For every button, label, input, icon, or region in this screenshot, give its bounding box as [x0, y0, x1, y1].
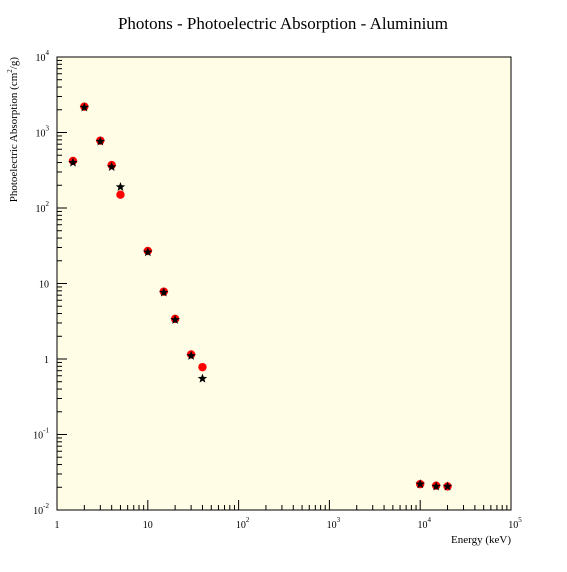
y-tick-label: 104 — [36, 49, 50, 64]
x-axis-label: Energy (keV) — [451, 534, 511, 546]
x-tick-label: 10 — [143, 520, 153, 531]
data-point-star — [115, 181, 126, 191]
x-tick-label: 105 — [508, 516, 522, 531]
data-marks — [68, 102, 453, 491]
x-tick-label: 102 — [236, 516, 250, 531]
y-axis-label: Photoelectric Absorption (cm2/g) — [6, 57, 20, 203]
y-tick-label: 10 — [39, 280, 49, 291]
data-point-star — [431, 481, 441, 491]
data-point-star — [79, 102, 90, 112]
data-point-star — [68, 157, 78, 167]
data-point-star — [186, 350, 196, 360]
data-point-circle — [198, 362, 207, 372]
data-point-star — [159, 287, 169, 297]
axis-ticks — [56, 56, 512, 511]
y-tick-label: 103 — [36, 125, 50, 140]
y-tick-label: 10-1 — [33, 427, 49, 442]
x-tick-label: 103 — [327, 516, 341, 531]
data-point-star — [170, 314, 180, 324]
y-tick-label: 10-2 — [33, 502, 49, 517]
x-tick-label: 104 — [417, 516, 431, 531]
data-point-circle — [116, 190, 125, 199]
chart-title: Photons - Photoelectric Absorption - Alu… — [118, 14, 448, 33]
tick-labels: 1 10 102 103 104 105 10-2 10-1 1 10 102 103 104 — [33, 49, 522, 531]
plot-area — [56, 56, 512, 511]
data-point-star — [197, 373, 208, 383]
x-tick-label: 1 — [55, 520, 60, 531]
data-point-star — [95, 136, 106, 146]
y-tick-label: 102 — [36, 200, 50, 215]
data-point-star — [442, 481, 453, 491]
y-tick-label: 1 — [44, 355, 49, 366]
data-point-star — [106, 161, 117, 171]
data-point-star — [143, 247, 153, 257]
data-point-star — [415, 479, 425, 489]
